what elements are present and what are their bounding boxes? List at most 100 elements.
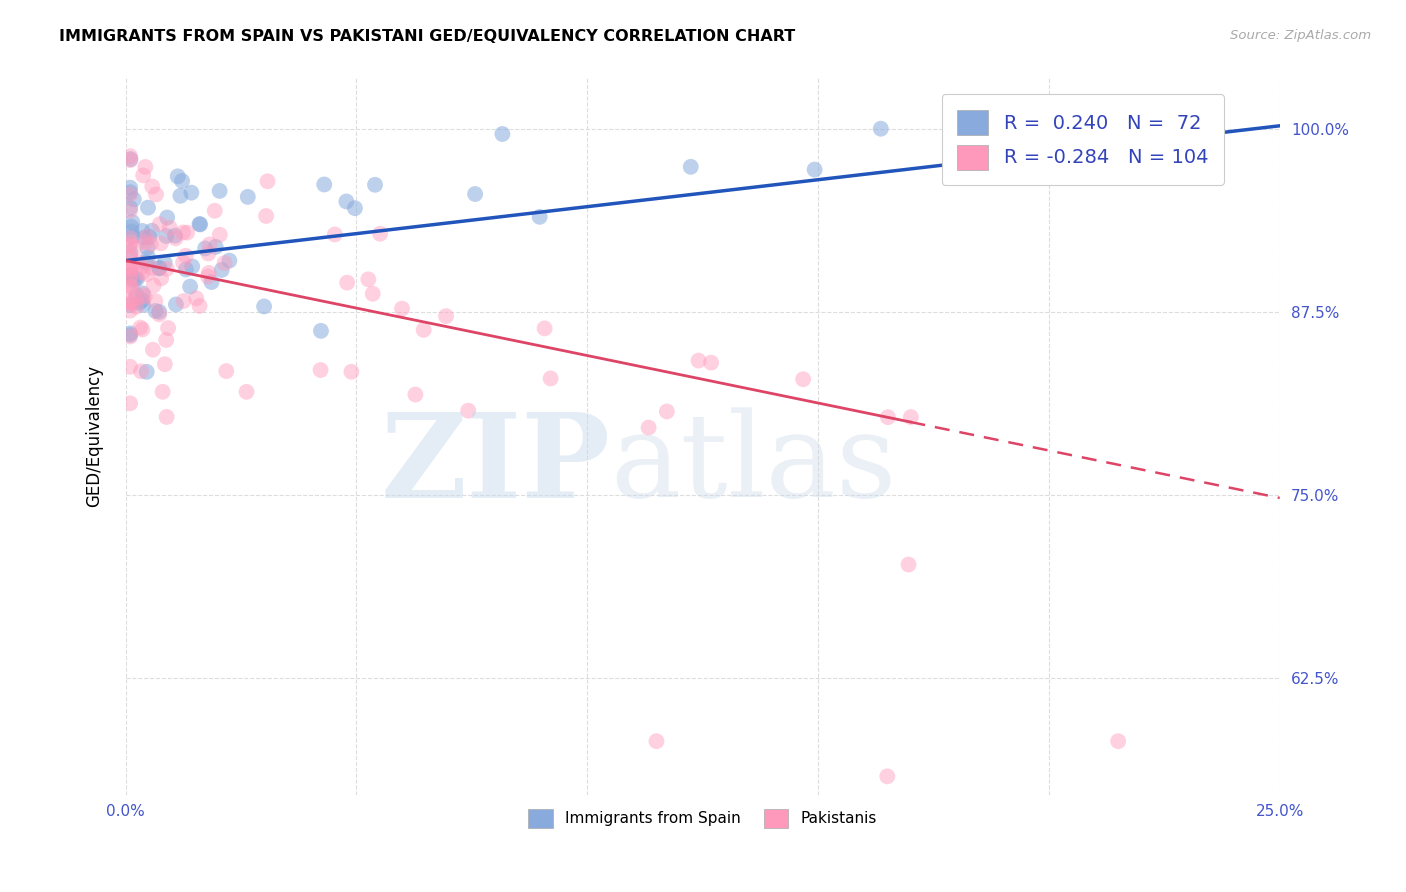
- Point: [143, 293, 166, 308]
- Point: [204, 203, 226, 218]
- Point: [120, 261, 142, 276]
- Point: [170, 174, 193, 188]
- Point: [434, 309, 457, 323]
- Point: [129, 260, 152, 275]
- Point: [368, 227, 391, 241]
- Point: [208, 227, 231, 242]
- Point: [124, 272, 146, 286]
- Point: [120, 303, 142, 318]
- Point: [309, 324, 332, 338]
- Point: [131, 224, 153, 238]
- Point: [120, 261, 142, 276]
- Point: [149, 217, 172, 231]
- Point: [200, 275, 222, 289]
- Point: [142, 343, 165, 357]
- Point: [141, 261, 163, 276]
- Point: [120, 263, 142, 277]
- Point: [141, 179, 163, 194]
- Point: [138, 230, 160, 244]
- Point: [340, 365, 363, 379]
- Point: [637, 420, 659, 434]
- Point: [120, 359, 142, 374]
- Point: [120, 294, 142, 309]
- Point: [120, 251, 142, 265]
- Point: [153, 255, 176, 269]
- Point: [173, 293, 195, 308]
- Point: [120, 296, 142, 310]
- Point: [129, 320, 152, 334]
- Point: [314, 178, 336, 192]
- Point: [142, 278, 165, 293]
- Y-axis label: GED/Equivalency: GED/Equivalency: [86, 366, 103, 508]
- Point: [1107, 734, 1129, 748]
- Point: [391, 301, 413, 316]
- Point: [159, 220, 181, 235]
- Point: [540, 371, 562, 385]
- Point: [176, 226, 198, 240]
- Point: [412, 323, 434, 337]
- Point: [134, 160, 156, 174]
- Point: [120, 250, 142, 264]
- Point: [136, 251, 159, 265]
- Point: [457, 403, 479, 417]
- Point: [120, 295, 142, 310]
- Point: [336, 276, 359, 290]
- Point: [464, 187, 486, 202]
- Point: [120, 267, 142, 281]
- Point: [121, 280, 143, 294]
- Point: [204, 240, 226, 254]
- Point: [533, 321, 555, 335]
- Point: [897, 558, 920, 572]
- Point: [165, 297, 187, 311]
- Point: [197, 246, 219, 260]
- Point: [141, 224, 163, 238]
- Point: [134, 235, 156, 249]
- Point: [131, 288, 153, 302]
- Point: [172, 255, 194, 269]
- Point: [174, 262, 197, 277]
- Point: [343, 201, 366, 215]
- Point: [120, 329, 142, 343]
- Point: [208, 184, 231, 198]
- Point: [172, 226, 194, 240]
- Point: [129, 364, 152, 378]
- Point: [197, 269, 219, 284]
- Point: [655, 404, 678, 418]
- Point: [120, 268, 142, 283]
- Point: [792, 372, 814, 386]
- Point: [253, 300, 276, 314]
- Point: [120, 396, 142, 410]
- Point: [120, 149, 142, 163]
- Text: ZIP: ZIP: [380, 408, 610, 523]
- Point: [491, 127, 513, 141]
- Point: [166, 169, 188, 184]
- Point: [135, 229, 157, 244]
- Point: [153, 357, 176, 371]
- Point: [124, 241, 146, 255]
- Point: [361, 286, 384, 301]
- Point: [145, 187, 167, 202]
- Point: [148, 261, 170, 276]
- Point: [700, 356, 723, 370]
- Point: [180, 186, 202, 200]
- Point: [136, 241, 159, 255]
- Point: [157, 321, 180, 335]
- Point: [120, 225, 142, 239]
- Point: [125, 300, 148, 314]
- Point: [256, 174, 278, 188]
- Point: [131, 322, 153, 336]
- Point: [135, 267, 157, 281]
- Point: [679, 160, 702, 174]
- Point: [188, 217, 211, 231]
- Point: [156, 211, 179, 225]
- Point: [179, 279, 201, 293]
- Point: [121, 229, 143, 244]
- Point: [188, 299, 211, 313]
- Point: [131, 266, 153, 280]
- Point: [136, 201, 159, 215]
- Point: [148, 261, 170, 276]
- Point: [188, 218, 211, 232]
- Point: [120, 326, 142, 341]
- Point: [125, 288, 148, 302]
- Point: [131, 286, 153, 301]
